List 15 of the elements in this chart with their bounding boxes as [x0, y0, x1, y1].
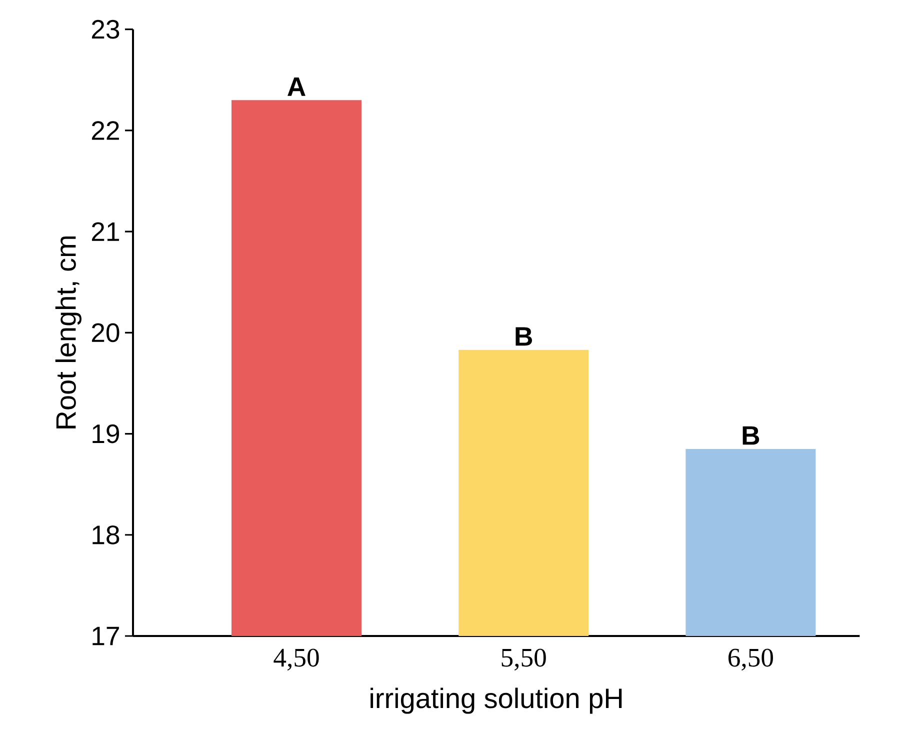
- x-tick-label: 5,50: [502, 648, 546, 671]
- y-axis-title: Root lenght, cm: [55, 236, 82, 428]
- annotation: B: [742, 426, 760, 445]
- y-tick-label: 23: [92, 20, 120, 39]
- y-tick-label: 19: [92, 424, 120, 444]
- annotation: A: [288, 78, 306, 96]
- y-tick-label: 21: [92, 222, 119, 241]
- y-tick-label: 22: [92, 121, 119, 140]
- y-tick-label: 18: [92, 525, 120, 544]
- x-axis-title: irrigating solution pH: [370, 688, 622, 714]
- annotation: B: [516, 327, 532, 346]
- x-tick-label: 4,50: [274, 648, 319, 671]
- y-tick-label: 17: [92, 626, 119, 646]
- y-tick-label: 20: [92, 323, 120, 342]
- x-tick-label: 6,50: [728, 648, 773, 671]
